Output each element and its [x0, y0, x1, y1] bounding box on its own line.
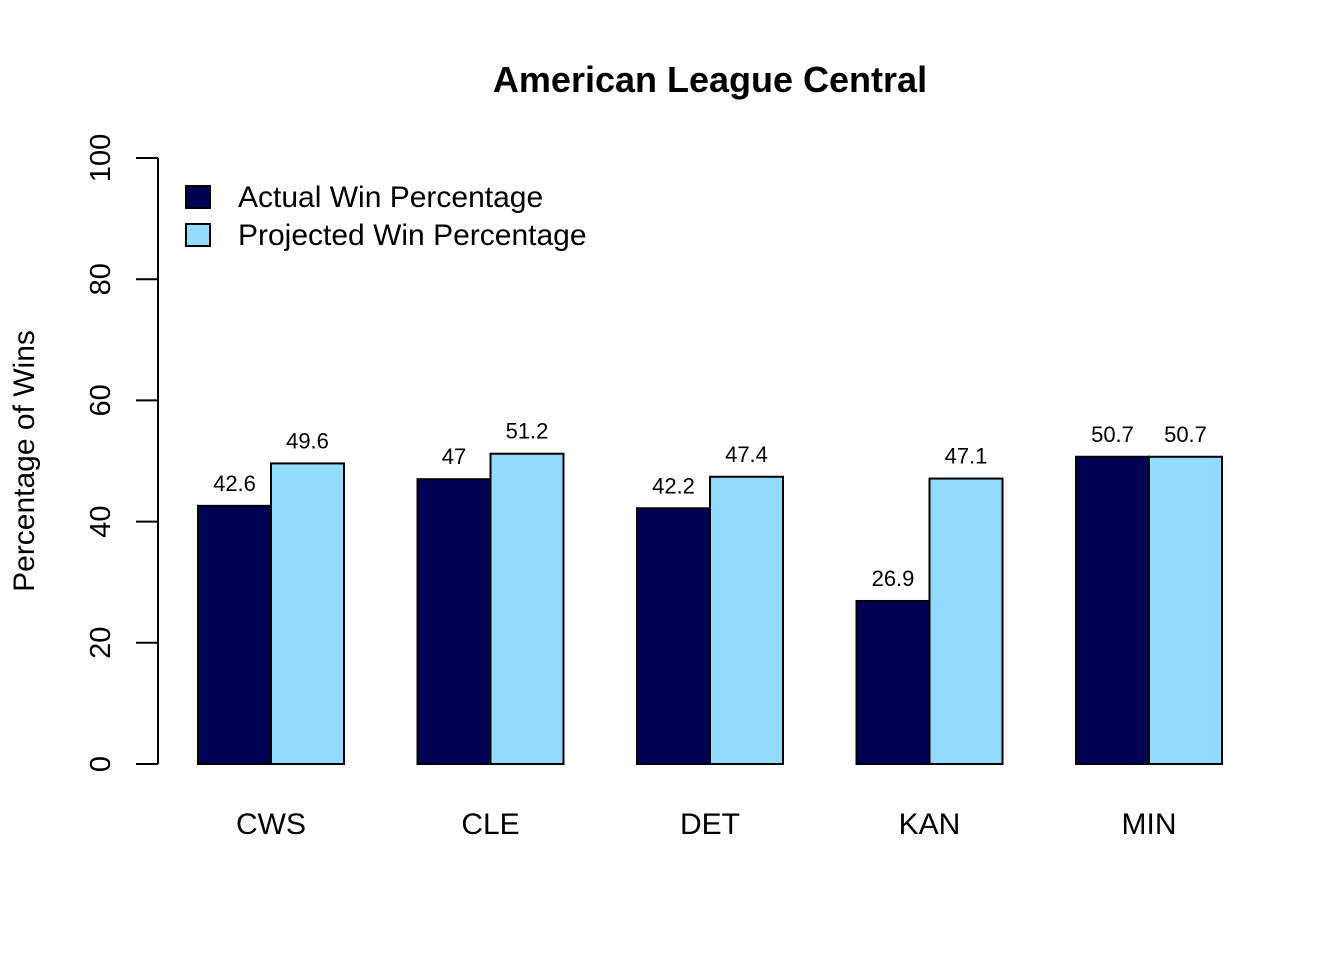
y-tick-label: 40 [85, 505, 117, 537]
x-category-label: CLE [461, 808, 519, 841]
y-tick-label: 100 [85, 134, 117, 182]
bars [197, 452, 1223, 766]
bar [489, 452, 565, 765]
legend: Actual Win Percentage Projected Win Perce… [185, 181, 587, 252]
chart-title: American League Central [493, 59, 927, 100]
bar-value-label: 51.2 [506, 419, 549, 444]
bar [928, 477, 1004, 765]
bar-value-label: 50.7 [1164, 422, 1207, 447]
legend-label: Actual Win Percentage [238, 181, 543, 214]
bar [197, 504, 272, 765]
bar-value-label: 50.7 [1091, 422, 1134, 447]
legend-label: Projected Win Percentage [238, 219, 587, 252]
y-tick-label: 80 [85, 263, 117, 295]
y-axis: 0 20 40 60 80 100 [85, 134, 159, 772]
x-category-label: KAN [899, 808, 961, 841]
x-category-label: CWS [236, 808, 306, 841]
bar-value-label: 42.2 [652, 473, 695, 498]
legend-swatch [185, 185, 211, 209]
x-axis-labels: CWS CLE DET KAN MIN [236, 808, 1177, 841]
bar [636, 507, 711, 765]
y-tick-label: 60 [85, 384, 117, 416]
bar-value-label: 47 [442, 444, 466, 469]
y-tick-label: 0 [85, 756, 117, 772]
bar-value-label: 47.4 [725, 442, 768, 467]
x-category-label: MIN [1122, 808, 1177, 841]
bar [1148, 455, 1223, 765]
bar-value-label: 47.1 [945, 444, 988, 469]
bar [416, 478, 492, 765]
bar [855, 599, 931, 766]
value-labels: 42.6 49.6 47 51.2 42.2 47.4 26.9 47.1 50.7 50.7 [213, 419, 1207, 591]
y-axis-label: Percentage of Wins [8, 330, 41, 592]
bar-value-label: 26.9 [872, 566, 915, 591]
bar [270, 462, 345, 765]
bar-value-label: 42.6 [213, 471, 256, 496]
x-category-label: DET [680, 808, 740, 841]
bar [1075, 455, 1150, 765]
y-tick-label: 20 [85, 627, 117, 659]
bar [709, 475, 784, 765]
legend-swatch [185, 223, 211, 247]
bar-value-label: 49.6 [286, 428, 329, 453]
